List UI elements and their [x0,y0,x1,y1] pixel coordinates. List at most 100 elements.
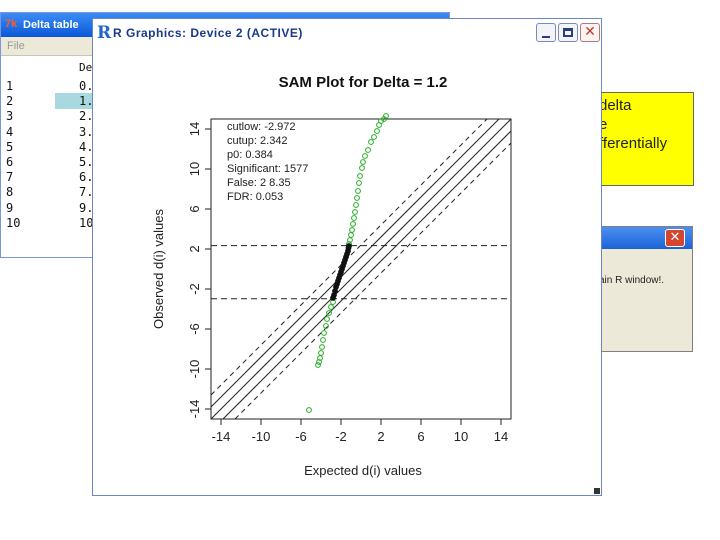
data-point [355,188,361,194]
data-point [371,134,377,140]
r-graphics-titlebar[interactable]: R R Graphics: Device 2 (ACTIVE) ✕ [93,19,601,49]
data-point [383,113,389,119]
data-point [316,359,322,365]
y-tick-label: -2 [187,283,202,295]
table-row-index[interactable]: 1 [6,79,14,93]
data-point [359,165,365,171]
table-row-index[interactable]: 3 [6,109,14,124]
data-point [374,128,380,134]
data-point [320,337,326,343]
data-point [354,195,360,201]
data-point [362,153,368,159]
table-row-index[interactable]: 6 [6,155,14,169]
data-point [357,173,363,179]
table-row-value[interactable]: 2. [79,109,94,124]
x-axis: -14 -10 -6 -2 2 6 10 14 [212,419,508,444]
x-tick-label: 14 [494,429,508,444]
x-axis-label: Expected d(i) values [304,463,422,478]
table-row-value[interactable]: 0. [79,79,94,93]
delta-column-header: De [79,61,93,74]
data-point [353,202,359,208]
menu-file[interactable]: File [7,40,25,52]
y-tick-label: 2 [187,245,202,252]
maximize-icon [563,28,573,37]
data-point [351,215,357,221]
table-row-value[interactable]: 7. [79,185,94,200]
x-tick-label: 10 [454,429,468,444]
r-logo-icon: R [97,23,112,43]
table-row-index[interactable]: 8 [6,185,14,200]
data-point [326,310,332,316]
data-point [350,221,356,227]
table-row-index[interactable]: 5 [6,139,14,154]
y-axis: -14 -10 -6 -2 2 6 10 14 [187,122,211,419]
r-graphics-title: R Graphics: Device 2 (ACTIVE) [113,26,303,40]
table-row-index[interactable]: 4 [6,124,14,139]
y-tick-label: -14 [187,400,202,419]
x-tick-label: -6 [295,429,307,444]
tk-feather-icon: 7k [5,18,18,30]
help-note: delta e fferentially [588,92,694,186]
y-tick-label: -10 [187,360,202,379]
y-tick-label: -6 [187,323,202,335]
close-button[interactable]: ✕ [580,23,600,42]
delta-table-title: Delta table [23,19,79,31]
x-tick-label: 2 [377,429,384,444]
data-point [352,209,358,215]
stat-cutup: cutup: 2.342 [227,135,288,147]
resize-grip[interactable] [594,488,600,494]
y-tick-label: 10 [187,162,202,176]
data-point [321,330,327,336]
data-point [349,227,355,233]
stat-p0: p0: 0.384 [227,149,273,161]
table-row-value[interactable]: 9. [79,200,94,215]
y-tick-label: 14 [187,122,202,136]
stat-false: False: 2 8.35 [227,177,291,189]
help-note-line: delta [599,97,632,114]
y-tick-label: 6 [187,205,202,212]
data-points [306,113,389,413]
outer-dashed-upper-line [210,118,488,396]
minimize-button[interactable] [536,23,556,42]
r-graphics-window: R R Graphics: Device 2 (ACTIVE) ✕ SAM Pl… [92,18,602,496]
cutoff-lines [211,245,511,300]
data-point [324,316,330,322]
message-dialog-close-button[interactable]: ✕ [665,229,685,247]
data-point [356,180,362,186]
table-row-value[interactable]: 6. [79,170,94,185]
table-row-index[interactable]: 7 [6,170,14,185]
data-point [368,139,374,145]
maximize-button[interactable] [558,23,578,42]
data-point [346,243,352,249]
stats-annotation: cutlow: -2.972 cutup: 2.342 p0: 0.384 Si… [227,121,308,203]
data-point [306,407,312,413]
data-point [315,362,321,368]
delta-band-lower-line [222,130,512,420]
table-row-value[interactable]: 4. [79,139,94,154]
data-point [319,344,325,350]
plot-frame [210,118,512,420]
table-row-index[interactable]: 10 [6,215,21,230]
delta-band-upper-line [210,118,500,408]
table-row-value[interactable]: 5. [79,155,94,169]
help-note-line: e [599,116,608,133]
x-tick-label: -2 [335,429,347,444]
data-point [323,323,329,329]
x-tick-label: 6 [417,429,424,444]
table-row-index[interactable]: 9 [6,200,14,215]
identity-line [210,118,512,420]
y-axis-label: Observed d(i) values [151,209,166,329]
data-point [360,159,366,165]
data-point [365,147,371,153]
x-tick-label: -14 [212,429,231,444]
table-row-value[interactable]: 3. [79,124,94,139]
data-point [318,350,324,356]
table-row-value[interactable]: 1. [79,94,94,109]
stat-significant: Significant: 1577 [227,163,308,175]
table-row-value[interactable]: 10 [79,215,94,230]
table-row-index[interactable]: 2 [6,94,14,109]
stat-fdr: FDR: 0.053 [227,191,283,203]
selected-row-highlight [55,93,95,110]
sam-plot: SAM Plot for Delta = 1.2 -14 -10 -6 -2 2 6 10 1… [151,74,512,478]
help-note-line: fferentially [599,135,668,152]
